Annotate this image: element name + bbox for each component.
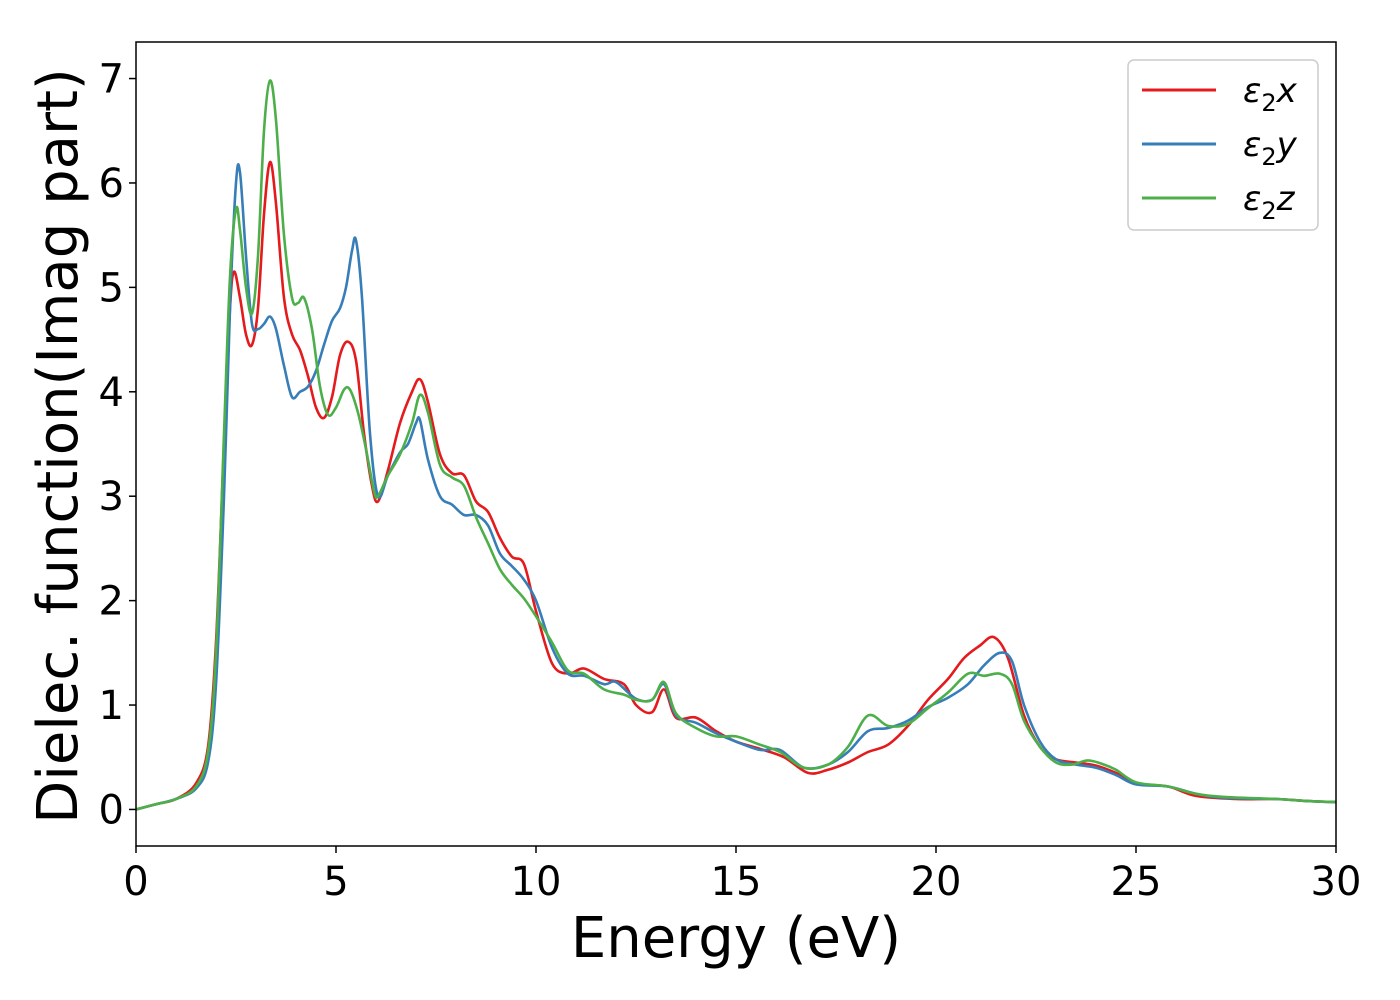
x-axis: 0 5 10 15 20 25 30 <box>123 846 1361 905</box>
y-tick-label: 1 <box>99 683 124 729</box>
x-tick-label: 15 <box>711 859 762 905</box>
legend: ε2x ε2y ε2z <box>1127 59 1319 231</box>
y-tick-label: 2 <box>99 579 124 625</box>
y-tick-label: 3 <box>99 474 124 520</box>
legend-label-y: ε2y <box>1243 125 1298 171</box>
series-line-y <box>136 163 1336 811</box>
x-tick-label: 30 <box>1311 859 1362 905</box>
legend-label-z: ε2z <box>1243 179 1296 225</box>
x-tick-label: 10 <box>511 859 562 905</box>
y-tick-label: 6 <box>99 161 124 207</box>
x-tick-label: 25 <box>1111 859 1162 905</box>
y-axis: 0 1 2 3 4 5 6 7 <box>99 57 136 833</box>
series-line-x <box>136 160 1336 811</box>
x-tick-label: 0 <box>123 859 148 905</box>
series-line-z <box>136 79 1336 811</box>
legend-box <box>1127 59 1319 231</box>
y-tick-label: 7 <box>99 57 124 103</box>
x-axis-title: Energy (eV) <box>571 906 901 971</box>
y-axis-title: Dielec. function(Imag part) <box>26 68 91 824</box>
y-tick-label: 4 <box>99 370 124 416</box>
x-tick-label: 5 <box>323 859 348 905</box>
y-tick-label: 5 <box>99 265 124 311</box>
x-tick-label: 20 <box>911 859 962 905</box>
legend-label-x: ε2x <box>1243 71 1298 117</box>
series-layer <box>136 79 1336 811</box>
y-tick-label: 0 <box>99 787 124 833</box>
